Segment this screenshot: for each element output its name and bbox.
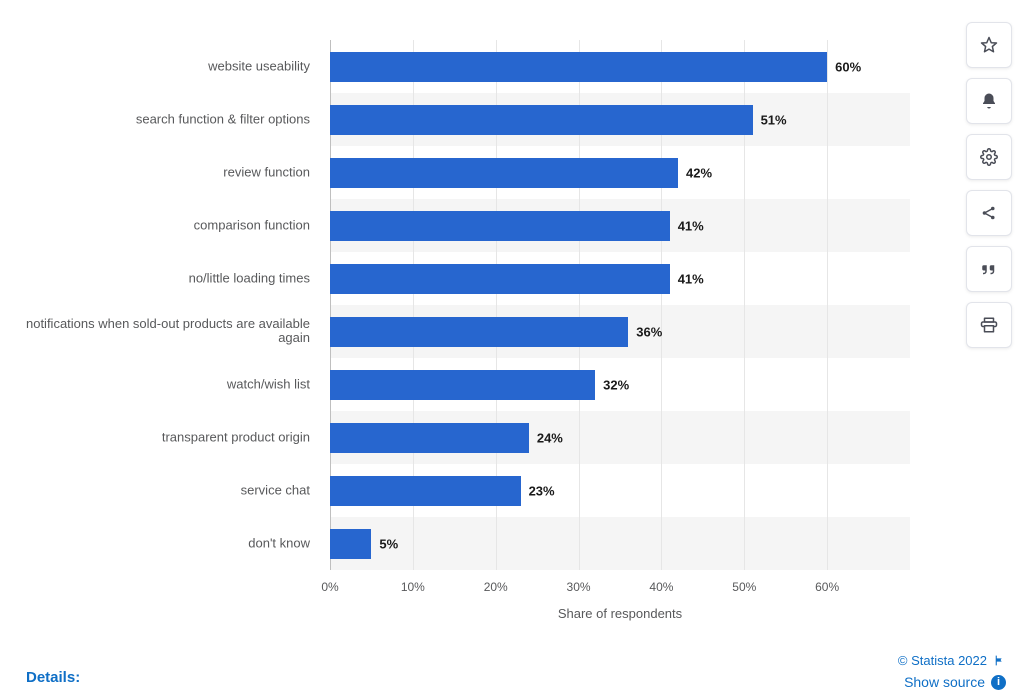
page: website useability 60% search function & f… [0, 0, 1024, 698]
bar-value-label: 41% [678, 218, 704, 233]
x-tick-label: 60% [815, 580, 839, 594]
show-source-link[interactable]: Show source i [898, 674, 1006, 690]
favorite-button[interactable] [966, 22, 1012, 68]
details-label: Details: [26, 669, 80, 686]
star-icon [980, 36, 998, 54]
quote-icon [980, 260, 998, 278]
bar [330, 105, 753, 135]
x-tick-label: 10% [401, 580, 425, 594]
footer-right: © Statista 2022 Show source i [898, 653, 1006, 690]
print-icon [980, 316, 998, 334]
side-icon-bar [966, 22, 1012, 348]
chart-alt-row [330, 517, 910, 570]
settings-button[interactable] [966, 134, 1012, 180]
y-axis-label: watch/wish list [20, 377, 310, 392]
gear-icon [980, 148, 998, 166]
share-button[interactable] [966, 190, 1012, 236]
bar [330, 158, 678, 188]
bar-value-label: 23% [529, 483, 555, 498]
y-axis-label: service chat [20, 483, 310, 498]
chart: website useability 60% search function & f… [20, 20, 940, 620]
y-axis-label: no/little loading times [20, 271, 310, 286]
x-tick-label: 0% [321, 580, 338, 594]
chart-plot: website useability 60% search function & f… [20, 20, 940, 580]
bar [330, 211, 670, 241]
copyright-text: © Statista 2022 [898, 653, 987, 668]
x-tick-label: 30% [567, 580, 591, 594]
bar-value-label: 5% [379, 536, 398, 551]
share-icon [980, 204, 998, 222]
x-tick-label: 50% [732, 580, 756, 594]
bar [330, 370, 595, 400]
bar-value-label: 60% [835, 59, 861, 74]
bar [330, 529, 371, 559]
bar-value-label: 36% [636, 324, 662, 339]
print-button[interactable] [966, 302, 1012, 348]
y-axis-label: search function & filter options [20, 112, 310, 127]
bar [330, 52, 827, 82]
y-axis-label: comparison function [20, 218, 310, 233]
bar-value-label: 32% [603, 377, 629, 392]
y-axis-label: website useability [20, 59, 310, 74]
bar-value-label: 42% [686, 165, 712, 180]
y-axis-label: notifications when sold-out products are… [20, 317, 310, 347]
bar [330, 423, 529, 453]
notify-button[interactable] [966, 78, 1012, 124]
bar-value-label: 24% [537, 430, 563, 445]
y-axis-label: review function [20, 165, 310, 180]
bell-icon [980, 92, 998, 110]
bar-value-label: 41% [678, 271, 704, 286]
info-icon: i [991, 675, 1006, 690]
gridline [827, 40, 828, 570]
bar [330, 317, 628, 347]
x-tick-label: 20% [484, 580, 508, 594]
flag-icon [993, 654, 1006, 667]
x-tick-label: 40% [649, 580, 673, 594]
cite-button[interactable] [966, 246, 1012, 292]
copyright: © Statista 2022 [898, 653, 1006, 668]
bar [330, 476, 521, 506]
show-source-text: Show source [904, 674, 985, 690]
bar [330, 264, 670, 294]
y-axis-label: transparent product origin [20, 430, 310, 445]
y-axis-label: don't know [20, 536, 310, 551]
x-axis-title: Share of respondents [558, 606, 682, 621]
bar-value-label: 51% [761, 112, 787, 127]
